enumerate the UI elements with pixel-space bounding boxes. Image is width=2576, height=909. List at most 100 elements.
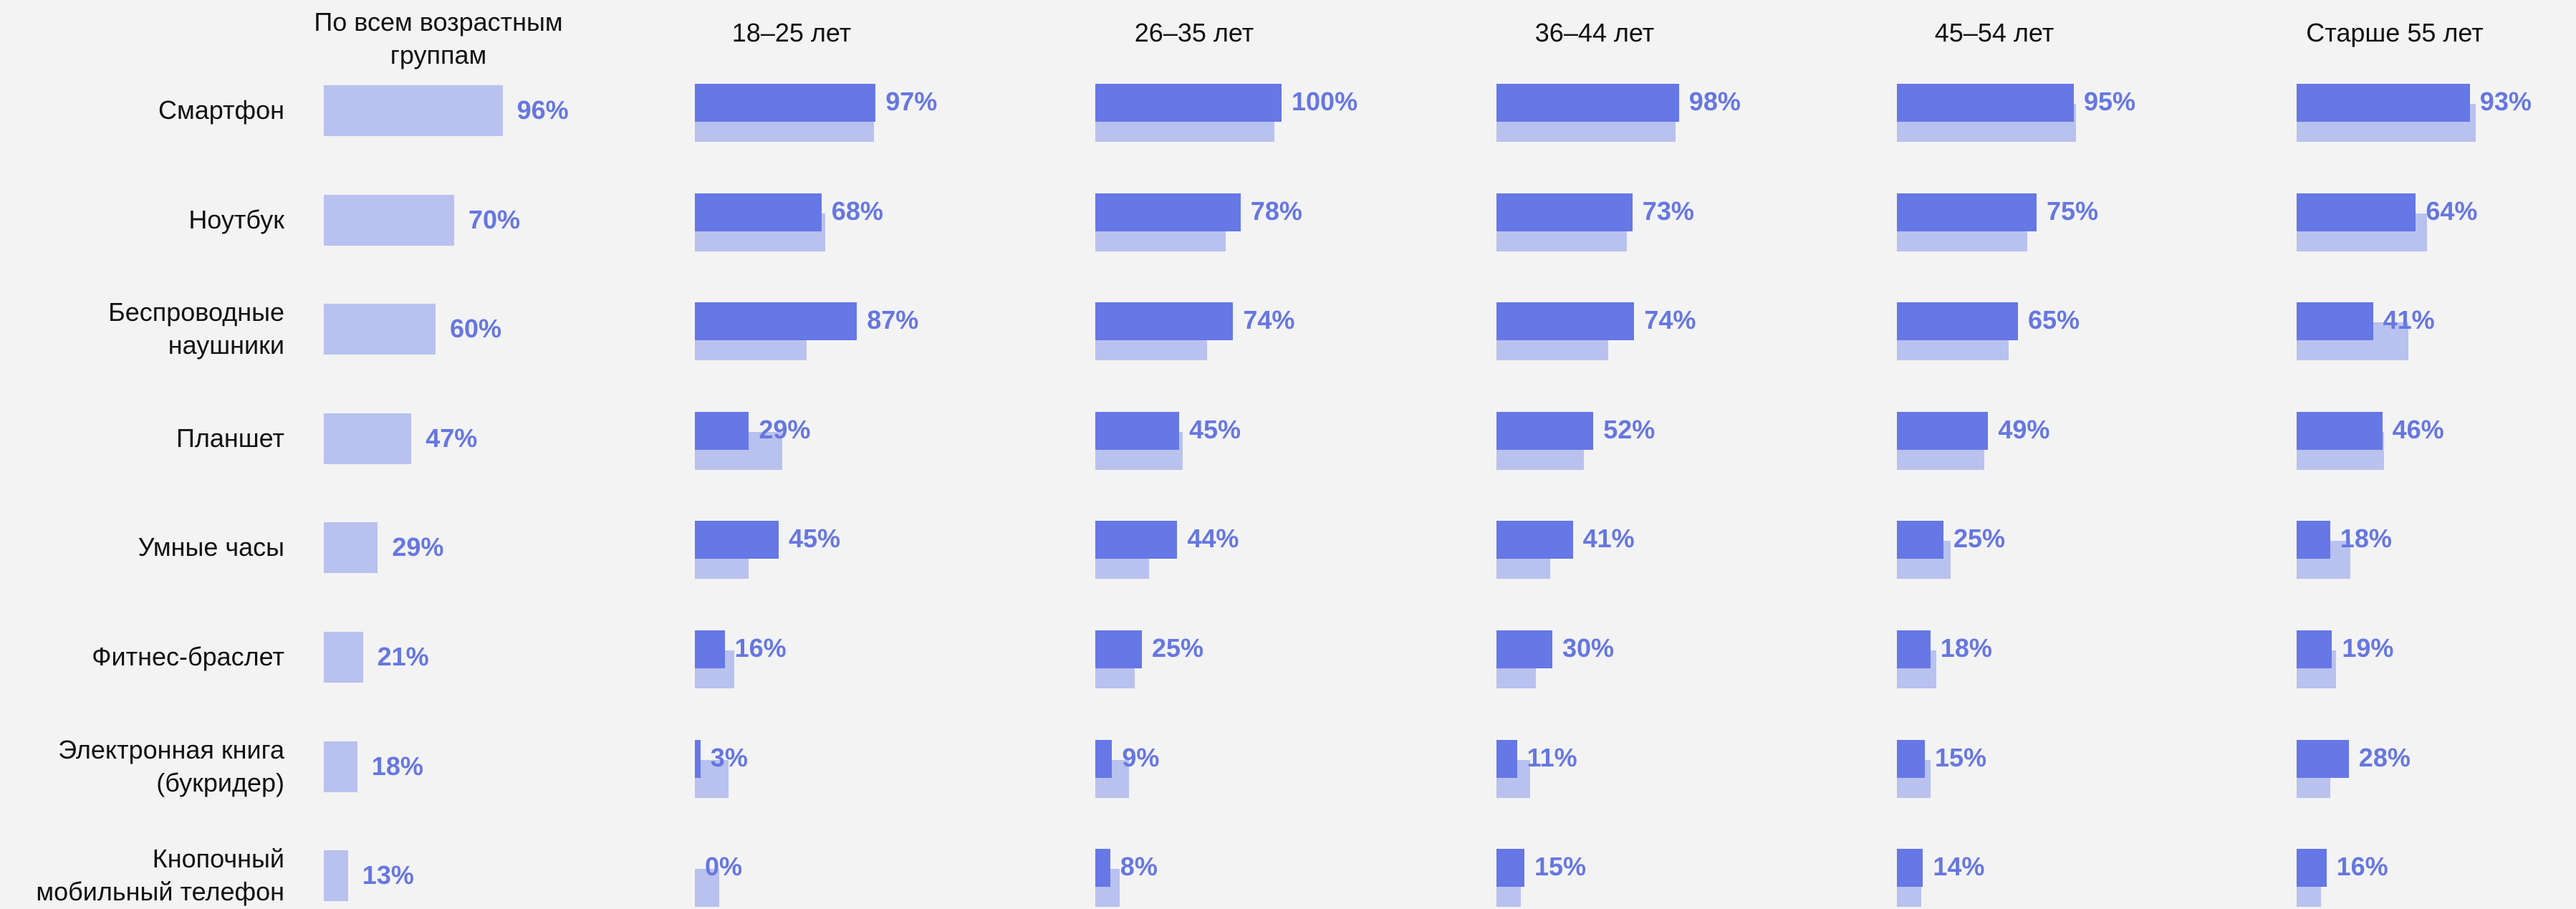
bar (1897, 84, 2074, 122)
value-label: 15% (1534, 852, 1587, 882)
value-label: 64% (2426, 196, 2478, 226)
bar (2297, 521, 2330, 559)
category-label: Смартфон (158, 95, 284, 125)
overall-bar (695, 759, 729, 798)
bar (1496, 849, 1524, 888)
value-label: 73% (1642, 196, 1694, 226)
value-label: 49% (1998, 414, 2050, 444)
bar (1897, 193, 2037, 231)
bar (1496, 411, 1594, 450)
panel-header: 36–44 лет (1534, 18, 1655, 47)
value-label: 16% (2336, 852, 2388, 882)
value-label: 52% (1603, 414, 1655, 444)
bar (1095, 849, 1110, 888)
value-label: 75% (2047, 196, 2099, 226)
value-label: 21% (377, 642, 429, 671)
value-label: 60% (450, 314, 502, 344)
value-label: 46% (2392, 414, 2444, 444)
value-label: 41% (1582, 524, 1635, 554)
value-label: 11% (1527, 742, 1577, 772)
value-label: 8% (1120, 852, 1158, 882)
value-label: 45% (789, 524, 841, 554)
category-label: Планшет (176, 423, 284, 453)
bar (1496, 521, 1573, 559)
value-label: 19% (2342, 633, 2394, 663)
bar (1095, 84, 1282, 122)
value-label: 29% (392, 532, 444, 562)
bar (695, 739, 701, 778)
bar (695, 411, 749, 450)
value-label: 74% (1243, 305, 1295, 335)
bar (1897, 849, 1923, 888)
value-label: 25% (1953, 524, 2006, 554)
bar (324, 85, 503, 136)
category-label: Электронная книга (букридер) (58, 734, 284, 797)
bar (1496, 739, 1517, 778)
category-label: Умные часы (138, 532, 284, 562)
category-label: Ноутбук (188, 204, 284, 234)
bar (695, 521, 779, 559)
bar (324, 741, 357, 792)
panel-header: Старше 55 лет (2306, 18, 2484, 47)
bar (1095, 411, 1179, 450)
value-label: 15% (1935, 742, 1987, 772)
value-label: 16% (734, 633, 787, 663)
value-label: 41% (2383, 305, 2435, 335)
bar (2297, 411, 2383, 450)
value-label: 28% (2358, 742, 2411, 772)
bar (1095, 193, 1241, 231)
value-label: 74% (1644, 305, 1696, 335)
panel-header: 45–54 лет (1934, 18, 2054, 47)
bar (1897, 302, 2018, 341)
value-label: 87% (867, 305, 919, 335)
bar (324, 522, 378, 574)
bar (2297, 739, 2349, 778)
bar (2297, 193, 2416, 231)
category-label: Беспроводные наушники (108, 297, 284, 360)
bar (695, 302, 857, 341)
bar (1496, 630, 1552, 668)
value-label: 3% (710, 742, 748, 772)
bar (695, 84, 876, 122)
value-label: 70% (468, 204, 521, 234)
panel-header: 26–35 лет (1134, 18, 1254, 47)
value-label: 44% (1187, 524, 1239, 554)
value-label: 13% (362, 860, 414, 890)
bar (1897, 411, 1989, 450)
value-label: 45% (1189, 414, 1241, 444)
overall-bar (695, 869, 719, 908)
category-label: Фитнес-браслет (92, 642, 284, 671)
value-label: 68% (831, 196, 883, 226)
value-label: 25% (1152, 633, 1204, 663)
bar (1897, 521, 1943, 559)
value-label: 9% (1122, 742, 1160, 772)
bar (1095, 739, 1112, 778)
value-label: 78% (1250, 196, 1302, 226)
value-label: 65% (2028, 305, 2080, 335)
bar (2297, 849, 2327, 888)
bar (2297, 630, 2332, 668)
panel-header: 18–25 лет (731, 18, 852, 47)
bar (1897, 739, 1925, 778)
bar (2297, 84, 2470, 122)
bar (324, 304, 436, 355)
bar (695, 630, 725, 668)
value-label: 0% (705, 852, 743, 882)
bar (695, 193, 822, 231)
bar (1095, 521, 1178, 559)
value-label: 100% (1292, 87, 1358, 116)
bar (1496, 193, 1633, 231)
value-label: 29% (759, 414, 811, 444)
value-label: 18% (371, 751, 423, 781)
value-label: 98% (1688, 87, 1741, 116)
bar (1095, 630, 1142, 668)
bar (1095, 302, 1234, 341)
value-label: 18% (1940, 633, 1992, 663)
value-label: 30% (1562, 633, 1615, 663)
bar (324, 850, 348, 902)
value-label: 47% (426, 423, 478, 453)
bar (324, 413, 412, 464)
value-label: 97% (885, 87, 938, 116)
